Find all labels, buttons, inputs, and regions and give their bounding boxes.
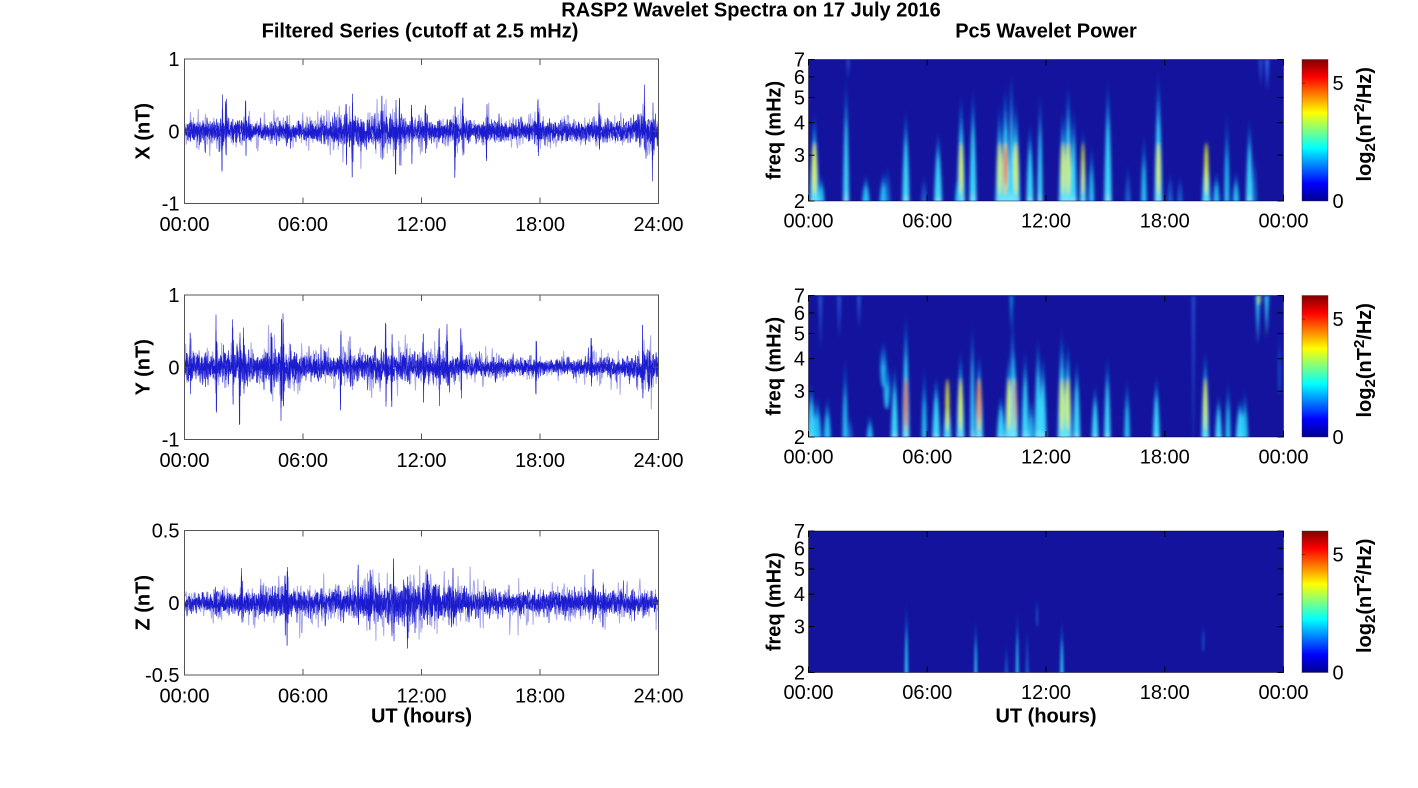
svg-text:UT (hours): UT (hours): [371, 706, 472, 728]
svg-text:0: 0: [1333, 427, 1344, 449]
svg-text:1: 1: [168, 49, 179, 71]
svg-text:12:00: 12:00: [1021, 211, 1071, 233]
svg-text:0: 0: [1333, 663, 1344, 685]
svg-text:2: 2: [794, 191, 805, 213]
svg-text:6: 6: [794, 67, 805, 89]
svg-text:18:00: 18:00: [1140, 211, 1190, 233]
svg-text:2: 2: [794, 427, 805, 449]
svg-text:Y (nT): Y (nT): [133, 339, 155, 395]
svg-text:06:00: 06:00: [902, 211, 952, 233]
svg-text:0.5: 0.5: [152, 521, 180, 543]
svg-text:7: 7: [794, 50, 805, 72]
svg-text:5: 5: [794, 559, 805, 581]
svg-text:-1: -1: [162, 194, 180, 216]
svg-text:18:00: 18:00: [515, 450, 565, 472]
svg-text:0: 0: [168, 357, 179, 379]
svg-text:24:00: 24:00: [633, 214, 683, 236]
svg-text:5: 5: [1333, 309, 1344, 331]
svg-text:5: 5: [794, 324, 805, 346]
svg-text:0: 0: [1333, 191, 1344, 213]
svg-text:18:00: 18:00: [1140, 447, 1190, 469]
svg-text:Filtered Series (cutoff at 2.5: Filtered Series (cutoff at 2.5 mHz): [262, 21, 579, 43]
svg-text:18:00: 18:00: [515, 214, 565, 236]
svg-text:RASP2 Wavelet Spectra on 17 Ju: RASP2 Wavelet Spectra on 17 July 2016: [561, 0, 940, 21]
svg-text:-0.5: -0.5: [145, 665, 179, 687]
svg-text:00:00: 00:00: [1258, 211, 1308, 233]
svg-text:5: 5: [794, 88, 805, 110]
svg-text:5: 5: [1333, 73, 1344, 95]
svg-text:0: 0: [168, 121, 179, 143]
svg-text:3: 3: [794, 145, 805, 167]
svg-text:3: 3: [794, 381, 805, 403]
svg-text:UT (hours): UT (hours): [995, 706, 1096, 728]
svg-text:-1: -1: [162, 430, 180, 452]
svg-text:00:00: 00:00: [783, 447, 833, 469]
svg-text:freq (mHz): freq (mHz): [764, 317, 786, 416]
svg-text:06:00: 06:00: [278, 686, 328, 708]
svg-text:06:00: 06:00: [278, 450, 328, 472]
svg-text:freq (mHz): freq (mHz): [764, 81, 786, 180]
svg-text:24:00: 24:00: [633, 450, 683, 472]
svg-text:12:00: 12:00: [396, 686, 446, 708]
svg-text:0: 0: [168, 593, 179, 615]
svg-text:6: 6: [794, 538, 805, 560]
svg-text:00:00: 00:00: [159, 450, 209, 472]
svg-text:06:00: 06:00: [902, 682, 952, 704]
svg-text:log2(nT2/Hz): log2(nT2/Hz): [1351, 539, 1379, 653]
svg-text:4: 4: [794, 584, 805, 606]
svg-text:06:00: 06:00: [278, 214, 328, 236]
svg-text:06:00: 06:00: [902, 447, 952, 469]
svg-text:12:00: 12:00: [1021, 682, 1071, 704]
svg-text:00:00: 00:00: [1258, 682, 1308, 704]
svg-text:00:00: 00:00: [159, 686, 209, 708]
svg-text:X (nT): X (nT): [133, 103, 155, 160]
svg-text:7: 7: [794, 286, 805, 308]
svg-text:Z (nT): Z (nT): [133, 575, 155, 631]
svg-text:12:00: 12:00: [396, 450, 446, 472]
svg-text:5: 5: [1333, 545, 1344, 567]
svg-text:12:00: 12:00: [396, 214, 446, 236]
svg-text:1: 1: [168, 285, 179, 307]
svg-text:freq (mHz): freq (mHz): [764, 552, 786, 651]
svg-text:00:00: 00:00: [159, 214, 209, 236]
svg-text:log2(nT2/Hz): log2(nT2/Hz): [1351, 303, 1379, 417]
svg-text:12:00: 12:00: [1021, 447, 1071, 469]
svg-text:24:00: 24:00: [633, 686, 683, 708]
svg-text:4: 4: [794, 113, 805, 135]
svg-text:log2(nT2/Hz): log2(nT2/Hz): [1351, 67, 1379, 181]
svg-text:00:00: 00:00: [783, 211, 833, 233]
svg-text:7: 7: [794, 521, 805, 543]
svg-text:4: 4: [794, 349, 805, 371]
svg-text:00:00: 00:00: [1258, 447, 1308, 469]
svg-text:Pc5 Wavelet Power: Pc5 Wavelet Power: [955, 21, 1137, 43]
svg-text:2: 2: [794, 663, 805, 685]
svg-text:6: 6: [794, 303, 805, 325]
svg-text:00:00: 00:00: [783, 682, 833, 704]
svg-text:3: 3: [794, 617, 805, 639]
svg-text:18:00: 18:00: [515, 686, 565, 708]
svg-text:18:00: 18:00: [1140, 682, 1190, 704]
